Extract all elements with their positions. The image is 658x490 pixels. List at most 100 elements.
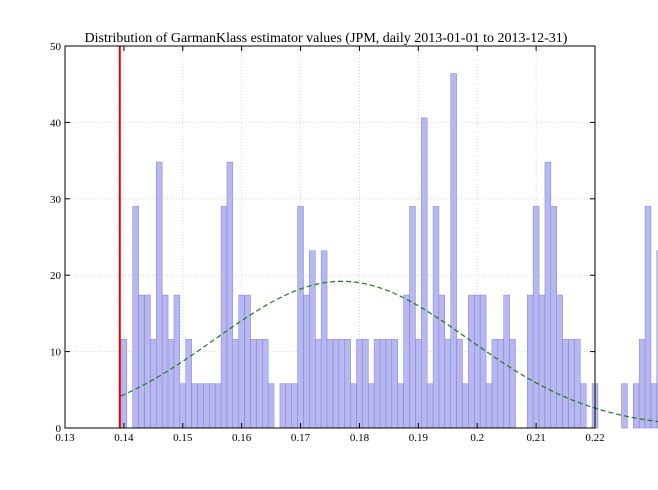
histogram-bar	[150, 339, 157, 429]
histogram-bar	[426, 383, 434, 429]
y-tick-label: 30	[50, 194, 62, 206]
histogram-bar	[368, 383, 375, 429]
histogram-bar	[356, 339, 363, 429]
histogram-bar	[574, 339, 581, 429]
histogram-bar	[538, 294, 546, 429]
histogram-bar	[209, 383, 216, 429]
histogram-bar	[509, 339, 516, 429]
x-tick-label: 0.22	[585, 432, 604, 444]
histogram-bar	[250, 339, 257, 429]
axis-ticks	[64, 45, 596, 429]
histogram-bar	[197, 383, 204, 429]
histogram-bar	[161, 294, 169, 429]
histogram-bar	[527, 294, 534, 429]
histogram-bar	[479, 294, 487, 429]
histogram-bar	[350, 383, 357, 429]
histogram-bar	[633, 383, 640, 429]
histogram-bar	[279, 383, 287, 429]
histogram-bar	[226, 161, 234, 429]
histogram-bar	[332, 339, 340, 429]
histogram-bar	[214, 383, 222, 429]
histogram-bar	[285, 383, 292, 429]
histogram-bar	[415, 339, 422, 429]
histogram-bar	[550, 206, 557, 429]
histogram-bar	[291, 383, 298, 429]
x-tick-label: 0.17	[291, 432, 311, 444]
histogram-bar	[267, 383, 275, 429]
histogram-bar	[338, 339, 345, 429]
histogram-bar	[409, 206, 416, 429]
histogram-bar	[238, 294, 245, 429]
x-tick-label: 0.13	[55, 432, 75, 444]
histogram-bar	[232, 339, 239, 429]
normal-fit-curve	[120, 280, 658, 423]
histogram-bar	[185, 339, 192, 429]
histogram-bar	[120, 339, 128, 429]
histogram-bar	[462, 383, 469, 429]
histogram-bar	[421, 117, 428, 429]
histogram-bar	[562, 339, 569, 429]
histogram-bar	[403, 294, 410, 429]
histogram-bar	[638, 339, 646, 429]
histogram-bar	[474, 294, 481, 429]
histogram-bar	[362, 339, 369, 429]
histogram-bar	[391, 339, 398, 429]
histogram-bar	[173, 294, 181, 429]
histogram-bar	[309, 250, 316, 429]
chart-title: Distribution of GarmanKlass estimator va…	[85, 31, 568, 46]
histogram-bar	[344, 339, 351, 429]
histogram-bar	[138, 294, 145, 429]
histogram-bar	[203, 383, 210, 429]
x-tick-label: 0.19	[409, 432, 429, 444]
histogram-bar	[485, 383, 493, 429]
histogram-bar	[315, 339, 322, 429]
y-tick-label: 40	[50, 117, 62, 129]
histogram-bar	[580, 383, 587, 429]
histogram-bar	[491, 339, 499, 429]
histogram-bar	[450, 73, 457, 429]
histogram-bar	[256, 339, 263, 429]
x-tick-label: 0.15	[173, 432, 193, 444]
histogram-bar	[191, 383, 198, 429]
histogram-bar	[438, 294, 446, 429]
x-tick-label: 0.21	[526, 432, 545, 444]
histogram-bar	[144, 294, 151, 429]
x-tick-label: 0.16	[232, 432, 252, 444]
histogram-bar	[468, 294, 475, 429]
histogram-bar	[167, 339, 175, 429]
histogram-bar	[532, 206, 540, 429]
histogram-bar	[503, 294, 510, 429]
histogram-bar	[179, 383, 186, 429]
histogram-bar	[497, 339, 504, 429]
histogram-bar	[556, 294, 563, 429]
histogram-bar	[444, 339, 451, 429]
histogram-bar	[385, 339, 393, 429]
histogram-bar	[621, 383, 628, 429]
histogram-bar	[132, 206, 139, 429]
x-tick-label: 0.2	[470, 432, 484, 444]
histogram-bar	[379, 339, 387, 429]
y-tick-label: 0	[56, 423, 62, 435]
plot-frame	[64, 45, 596, 429]
histogram-bar	[303, 294, 310, 429]
histogram-bar	[320, 250, 328, 429]
histogram-bar	[568, 339, 575, 429]
x-axis-tick-labels: 0.13 0.14 0.15 0.16 0.17 0.18 0.19 0.2 0.21 0.22	[55, 432, 604, 444]
y-tick-label: 10	[50, 347, 62, 359]
y-axis-tick-labels: 0 10 20 30 40 50	[50, 41, 62, 435]
histogram-bar	[326, 339, 334, 429]
histogram-bar	[373, 339, 381, 429]
histogram-bar	[656, 250, 658, 429]
y-tick-label: 20	[50, 270, 62, 282]
histogram-bar	[262, 339, 269, 429]
histogram-bar	[297, 206, 304, 429]
histogram-bar	[156, 161, 163, 429]
x-tick-label: 0.14	[114, 432, 134, 444]
histogram-bars	[120, 73, 658, 429]
histogram-bar	[456, 339, 463, 429]
histogram-bar	[644, 206, 652, 429]
y-tick-label: 50	[50, 41, 62, 53]
histogram-bar	[220, 206, 228, 429]
histogram-bar	[397, 383, 404, 429]
